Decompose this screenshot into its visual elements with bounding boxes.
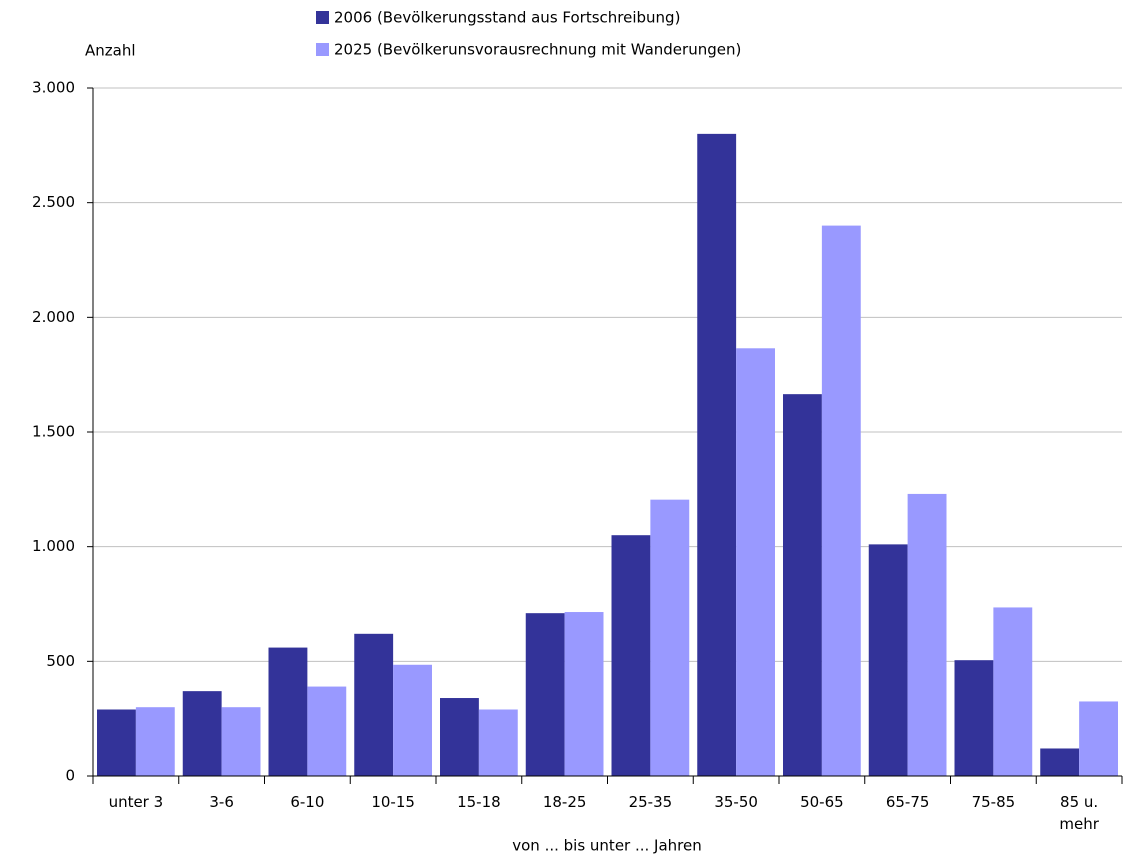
bar (697, 133, 737, 776)
bar (821, 225, 861, 777)
bar (354, 633, 394, 776)
legend-swatch (316, 43, 329, 56)
bar (993, 607, 1033, 776)
bar (135, 707, 175, 776)
x-axis-label: von ... bis unter ... Jahren (512, 837, 702, 855)
bar (478, 709, 518, 776)
bar (221, 707, 261, 776)
x-tick-label: 6-10 (290, 793, 325, 811)
bar (1040, 748, 1080, 776)
bar (907, 493, 947, 776)
bar (182, 691, 222, 776)
x-tick-label: unter 3 (108, 793, 164, 811)
x-tick-label: 3-6 (209, 793, 234, 811)
y-tick-label: 1.000 (32, 537, 75, 555)
y-tick-label: 2.000 (32, 308, 75, 326)
legend-swatch (316, 11, 329, 24)
x-tick-label: 15-18 (457, 793, 501, 811)
y-tick-label: 500 (46, 652, 75, 670)
bar (783, 394, 822, 776)
y-axis-label: Anzahl (85, 42, 136, 60)
bar (868, 544, 908, 776)
x-tick-label: 25-35 (628, 793, 673, 811)
x-tick-label: 85 u. mehr (1059, 793, 1099, 833)
legend-label: 2006 (Bevölkerungsstand aus Fortschreibu… (334, 9, 680, 27)
bar (1079, 701, 1118, 776)
y-tick-label: 1.500 (32, 423, 75, 441)
bar (268, 647, 308, 776)
x-tick-label: 10-15 (371, 793, 415, 811)
bar (954, 660, 994, 776)
bar (393, 664, 432, 776)
x-tick-label: 35-50 (714, 793, 758, 811)
y-tick-label: 0 (65, 767, 75, 785)
y-tick-label: 2.500 (32, 193, 75, 211)
x-tick-label: 75-85 (971, 793, 1016, 811)
x-tick-label: 18-25 (542, 793, 587, 811)
bar (307, 686, 347, 776)
bar (650, 499, 690, 776)
bar (611, 535, 651, 776)
x-tick-label: 50-65 (800, 793, 844, 811)
y-tick-label: 3.000 (32, 79, 75, 97)
bar (440, 698, 479, 776)
legend-label: 2025 (Bevölkerunsvorausrechnung mit Wand… (334, 41, 741, 59)
bar (97, 709, 136, 776)
bar (525, 613, 565, 776)
x-tick-label: 65-75 (885, 793, 930, 811)
bar (564, 612, 604, 776)
bar (736, 348, 775, 776)
